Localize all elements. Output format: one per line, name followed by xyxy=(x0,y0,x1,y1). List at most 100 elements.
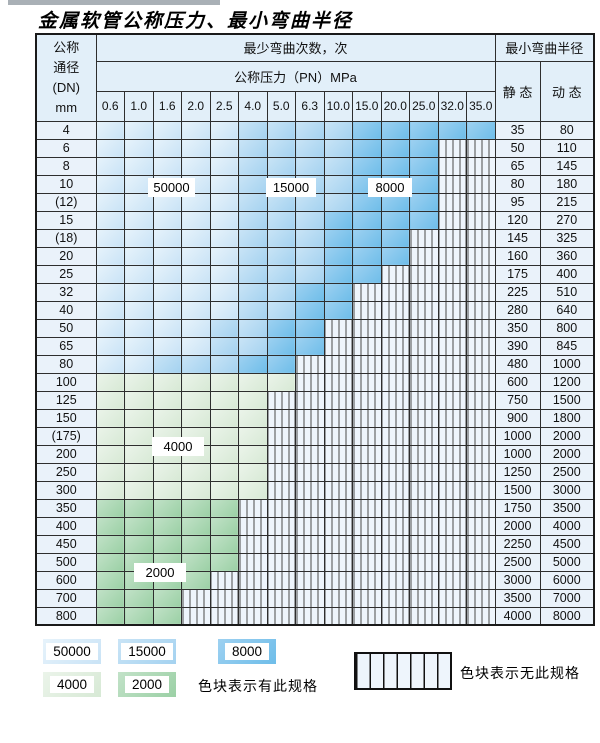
header-pressure-value: 1.0 xyxy=(124,90,154,122)
spec-cell-8000 xyxy=(266,318,296,338)
no-spec-cell xyxy=(380,516,410,536)
spec-cell-8000 xyxy=(238,354,268,374)
dynamic-radius-cell: 145 xyxy=(539,156,595,176)
no-spec-cell xyxy=(437,552,467,572)
no-spec-cell xyxy=(466,246,496,266)
no-spec-cell xyxy=(323,426,353,446)
no-spec-cell xyxy=(238,570,268,590)
header-dynamic: 动 态 xyxy=(539,60,595,122)
spec-cell-15000 xyxy=(238,120,268,140)
no-spec-cell xyxy=(323,354,353,374)
spec-cell-15000 xyxy=(238,210,268,230)
spec-cell-15000 xyxy=(266,282,296,302)
spec-cell-50000 xyxy=(152,282,182,302)
no-spec-cell xyxy=(295,516,325,536)
no-spec-cell xyxy=(352,570,382,590)
no-spec-cell xyxy=(352,462,382,482)
spec-cell-50000 xyxy=(209,174,239,194)
no-spec-cell xyxy=(380,426,410,446)
no-spec-cell xyxy=(295,480,325,500)
no-spec-cell xyxy=(466,300,496,320)
spec-cell-4000 xyxy=(266,372,296,392)
spec-cell-15000 xyxy=(295,210,325,230)
spec-cell-15000 xyxy=(295,246,325,266)
static-radius-cell: 1250 xyxy=(494,462,541,482)
no-spec-cell xyxy=(380,480,410,500)
spec-cell-2000 xyxy=(152,516,182,536)
spec-cell-15000 xyxy=(209,318,239,338)
spec-cell-50000 xyxy=(181,336,211,356)
no-spec-cell xyxy=(323,552,353,572)
table-row: (175) 1000 2000 xyxy=(35,426,595,446)
spec-cell-50000 xyxy=(124,300,154,320)
spec-cell-50000 xyxy=(181,120,211,140)
spec-cell-50000 xyxy=(124,228,154,248)
spec-cell-50000 xyxy=(124,336,154,356)
no-spec-cell xyxy=(323,372,353,392)
spec-cell-4000 xyxy=(124,408,154,428)
header-pressure: 公称压力（PN）MPa xyxy=(95,60,496,92)
no-spec-cell xyxy=(266,534,296,554)
dynamic-radius-cell: 8000 xyxy=(539,606,595,626)
spec-cell-50000 xyxy=(181,210,211,230)
spec-cell-8000 xyxy=(295,318,325,338)
no-spec-cell xyxy=(238,606,268,626)
dynamic-radius-cell: 4500 xyxy=(539,534,595,554)
spec-cell-2000 xyxy=(152,498,182,518)
spec-cell-4000 xyxy=(238,462,268,482)
static-radius-cell: 65 xyxy=(494,156,541,176)
no-spec-cell xyxy=(466,264,496,284)
spec-cell-8000 xyxy=(380,228,410,248)
no-spec-cell xyxy=(466,462,496,482)
dn-cell: 65 xyxy=(35,336,97,356)
spec-cell-2000 xyxy=(95,570,125,590)
no-spec-cell xyxy=(437,426,467,446)
spec-cell-8000 xyxy=(409,192,439,212)
dn-cell: 500 xyxy=(35,552,97,572)
no-spec-cell xyxy=(409,318,439,338)
spec-cell-8000 xyxy=(323,246,353,266)
static-radius-cell: 3500 xyxy=(494,588,541,608)
dynamic-radius-cell: 1200 xyxy=(539,372,595,392)
spec-cell-2000 xyxy=(209,498,239,518)
table-row: 8 65 145 xyxy=(35,156,595,176)
spec-cell-2000 xyxy=(95,552,125,572)
table-row: 4 35 80 xyxy=(35,120,595,140)
spec-cell-2000 xyxy=(181,552,211,572)
dynamic-radius-cell: 80 xyxy=(539,120,595,140)
no-spec-cell xyxy=(380,300,410,320)
spec-cell-8000 xyxy=(352,138,382,158)
legend-block-2000: 2000 xyxy=(118,672,176,697)
header-pressure-value: 32.0 xyxy=(437,90,467,122)
no-spec-cell xyxy=(409,444,439,464)
spec-cell-50000 xyxy=(152,192,182,212)
legend-no-spec-text: 色块表示无此规格 xyxy=(460,665,580,681)
spec-cell-50000 xyxy=(181,246,211,266)
no-spec-cell xyxy=(323,462,353,482)
cycle-label-8000: 8000 xyxy=(368,178,412,197)
header-pressure-value: 5.0 xyxy=(266,90,296,122)
no-spec-cell xyxy=(437,480,467,500)
no-spec-cell xyxy=(323,534,353,554)
static-radius-cell: 4000 xyxy=(494,606,541,626)
no-spec-cell xyxy=(266,480,296,500)
spec-cell-4000 xyxy=(124,444,154,464)
page-title: 金属软管公称压力、最小弯曲半径 xyxy=(38,11,354,32)
spec-cell-8000 xyxy=(409,174,439,194)
no-spec-cell xyxy=(295,444,325,464)
no-spec-cell xyxy=(409,282,439,302)
no-spec-cell xyxy=(352,516,382,536)
spec-cell-8000 xyxy=(266,336,296,356)
spec-cell-50000 xyxy=(152,228,182,248)
no-spec-cell xyxy=(295,606,325,626)
no-spec-cell xyxy=(380,390,410,410)
spec-cell-15000 xyxy=(209,354,239,374)
no-spec-cell xyxy=(181,606,211,626)
no-spec-cell xyxy=(409,552,439,572)
spec-cell-2000 xyxy=(152,606,182,626)
header-pressure-value: 15.0 xyxy=(352,90,382,122)
no-spec-cell xyxy=(409,408,439,428)
spec-cell-8000 xyxy=(352,156,382,176)
no-spec-cell xyxy=(466,282,496,302)
dynamic-radius-cell: 325 xyxy=(539,228,595,248)
